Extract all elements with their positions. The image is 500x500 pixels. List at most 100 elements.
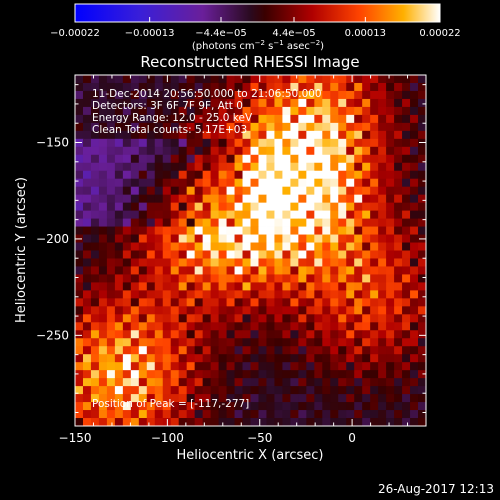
heatmap-cell [330,106,339,116]
heatmap-cell [234,322,243,331]
heatmap-cell [330,394,339,403]
x-axis-label: Heliocentric X (arcsec) [177,448,324,463]
heatmap-cell [418,394,427,403]
heatmap-cell [314,314,323,323]
heatmap-cell [370,282,379,291]
heatmap-cell [234,274,243,283]
heatmap-cell [338,242,347,251]
heatmap-cell [130,194,140,204]
heatmap-cell [298,202,307,212]
heatmap-cell [106,266,116,275]
heatmap-cell [306,378,315,387]
heatmap-cell [258,330,267,339]
heatmap-cell [290,98,299,108]
heatmap-cell [162,162,172,172]
heatmap-cell [346,170,355,180]
heatmap-cell [330,75,339,84]
heatmap-cell [194,402,204,411]
heatmap-cell [338,170,347,180]
heatmap-cell [242,138,251,148]
heatmap-cell [202,170,212,180]
heatmap-cell [290,282,299,291]
heatmap-cell [218,154,227,164]
heatmap-cell [290,330,299,339]
heatmap-cell [386,226,395,235]
heatmap-cell [250,162,259,172]
heatmap-cell [75,322,84,331]
heatmap-cell [75,146,84,156]
heatmap-cell [282,314,291,323]
heatmap-cell [178,130,188,140]
heatmap-cell [410,170,419,180]
heatmap-cell [378,402,387,411]
heatmap-cell [106,218,116,227]
y-axis-label: Heliocentric Y (arcsec) [14,177,29,323]
heatmap-cell [402,154,411,164]
heatmap-cell [186,170,196,180]
heatmap-cell [338,82,347,92]
heatmap-cell [90,234,100,243]
heatmap-cell [266,90,275,100]
heatmap-cell [146,210,156,219]
heatmap-cell [346,75,355,84]
heatmap-cell [250,370,259,379]
heatmap-cell [186,234,196,243]
heatmap-cell [106,298,116,307]
heatmap-cell [170,338,180,347]
heatmap-cell [114,338,124,347]
heatmap-cell [114,218,124,227]
heatmap-cell [75,354,84,363]
heatmap-cell [218,290,227,299]
heatmap-cell [298,82,307,92]
heatmap-cell [386,338,395,347]
heatmap-cell [234,114,243,124]
heatmap-cell [338,282,347,291]
heatmap-cell [75,282,84,291]
heatmap-cell [418,202,427,212]
heatmap-cell [346,178,355,188]
heatmap-cell [394,194,403,204]
heatmap-cell [330,146,339,156]
heatmap-cell [82,90,92,100]
heatmap-cell [186,122,196,132]
heatmap-cell [354,170,363,180]
heatmap-cell [202,274,212,283]
heatmap-cell [194,194,204,204]
heatmap-cell [90,322,100,331]
heatmap-cell [218,226,227,235]
heatmap-cell [314,354,323,363]
heatmap-cell [370,362,379,371]
heatmap-cell [170,98,180,108]
heatmap-cell [75,290,84,299]
heatmap-cell [258,354,267,363]
heatmap-cell [394,394,403,403]
heatmap-cell [346,106,355,116]
heatmap-cell [90,82,100,92]
heatmap-cell [402,98,411,108]
heatmap-cell [274,106,283,116]
heatmap-cell [178,274,188,283]
heatmap-cell [162,306,172,315]
heatmap-cell [282,90,291,100]
heatmap-cell [194,378,204,387]
heatmap-cell [330,218,339,227]
heatmap-cell [210,75,219,84]
heatmap-cell [106,146,116,156]
heatmap-cell [386,354,395,363]
heatmap-cell [186,410,196,419]
heatmap-cell [258,170,267,180]
heatmap-cell [130,114,140,124]
heatmap-cell [306,178,315,188]
heatmap-cell [218,194,227,204]
heatmap-cell [290,402,299,411]
heatmap-cell [418,266,427,275]
x-tick-label: 0 [348,431,356,445]
heatmap-cell [354,314,363,323]
heatmap-cell [338,290,347,299]
heatmap-cell [146,98,156,108]
heatmap-cell [194,370,204,379]
heatmap-cell [282,154,291,164]
heatmap-cell [202,362,212,371]
heatmap-cell [330,346,339,355]
heatmap-cell [122,314,132,323]
